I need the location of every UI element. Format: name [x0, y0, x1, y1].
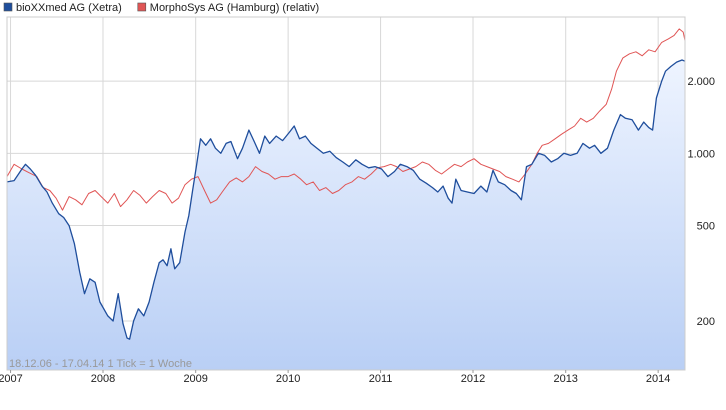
plot-frame [6, 16, 686, 371]
line-layer [6, 28, 686, 340]
x-tick-label-2013: 2013 [553, 373, 577, 385]
series-line-1 [6, 28, 686, 211]
y-tick-label-200: 200 [697, 316, 715, 328]
chart-footnote: 18.12.06 - 17.04.14 1 Tick = 1 Woche [9, 358, 192, 370]
x-tick-label-2010: 2010 [276, 373, 300, 385]
x-tick-label-2009: 2009 [183, 373, 207, 385]
legend-label-1: MorphoSys AG (Hamburg) (relativ) [150, 2, 319, 14]
legend: bioXXmed AG (Xetra) MorphoSys AG (Hamburg… [3, 2, 319, 14]
area-layer [7, 60, 685, 370]
x-tick-label-2007: 2007 [0, 373, 23, 385]
x-tick-label-2008: 2008 [91, 373, 115, 385]
x-tick-label-2014: 2014 [646, 373, 670, 385]
y-tick-label-2000: 2.000 [687, 76, 715, 88]
x-tick-label-2012: 2012 [461, 373, 485, 385]
y-tick-label-1000: 1.000 [687, 148, 715, 160]
series-area-0 [7, 60, 685, 370]
legend-swatch-0 [3, 2, 13, 12]
tick-labels: 2007 2008 2009 2010 2011 2012 2013 2014 200 500 1.… [0, 76, 715, 385]
x-tick-label-2011: 2011 [369, 373, 393, 385]
legend-swatch-1 [137, 2, 147, 12]
series-line-0 [6, 59, 686, 340]
y-tick-label-500: 500 [697, 221, 715, 233]
legend-label-0: bioXXmed AG (Xetra) [16, 2, 122, 14]
